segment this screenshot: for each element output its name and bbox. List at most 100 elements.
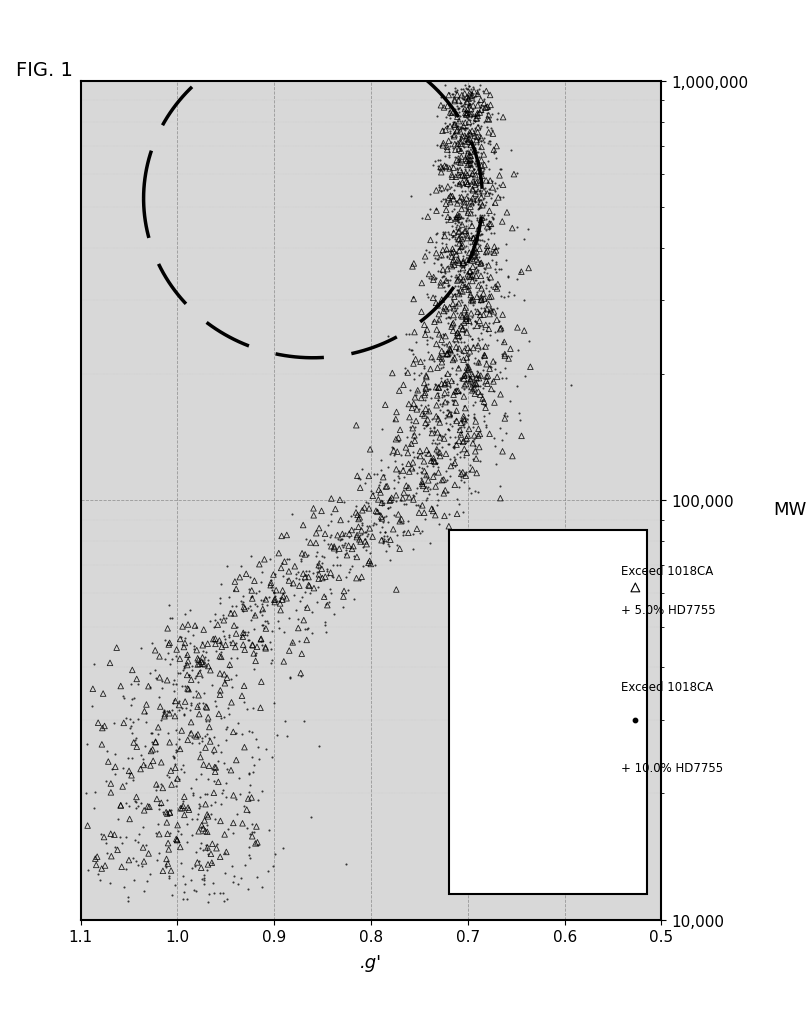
Point [301, 548, 314, 564]
Point [449, 142, 462, 158]
Point [385, 365, 398, 381]
Point [483, 137, 496, 153]
Point [299, 567, 312, 584]
Point [461, 82, 474, 98]
Point [471, 108, 484, 125]
Point [460, 357, 473, 373]
Point [442, 366, 455, 382]
Point [276, 589, 289, 605]
Point [324, 527, 337, 544]
Point [125, 717, 138, 734]
Point [265, 583, 278, 599]
Point [139, 714, 152, 731]
Point [395, 493, 408, 509]
Point [453, 385, 466, 402]
Point [441, 98, 454, 114]
Point [409, 419, 422, 435]
Point [230, 791, 243, 807]
Point [434, 165, 447, 181]
Point [192, 824, 205, 840]
Point [354, 533, 367, 550]
Point [462, 104, 475, 121]
Point [215, 785, 228, 801]
Point [218, 676, 231, 692]
Point [431, 152, 444, 169]
Point [489, 151, 502, 168]
Point [237, 599, 250, 615]
Point [316, 570, 329, 587]
Point [256, 879, 268, 895]
Point [463, 157, 476, 174]
Point [472, 236, 484, 252]
Point [475, 256, 488, 272]
Point [185, 695, 197, 711]
Point [276, 555, 289, 571]
Point [172, 702, 185, 718]
Point [108, 827, 121, 843]
Point [201, 653, 214, 669]
Point [168, 692, 181, 708]
Point [204, 662, 217, 679]
Point [439, 236, 452, 252]
Point [458, 377, 471, 393]
Point [518, 369, 531, 385]
Point [459, 150, 472, 167]
Point [463, 135, 476, 151]
Point [459, 376, 472, 392]
Point [246, 589, 259, 605]
Point [371, 504, 384, 520]
Point [451, 421, 464, 437]
Point [473, 274, 486, 290]
Point [213, 648, 226, 664]
Point [174, 630, 187, 646]
Point [451, 383, 464, 400]
Point [185, 873, 197, 889]
Point [243, 764, 256, 781]
Point [397, 463, 409, 479]
Point [382, 539, 395, 555]
Point [413, 498, 426, 514]
Point [454, 236, 467, 252]
Point [418, 327, 431, 343]
Point [312, 553, 325, 569]
Point [486, 210, 499, 226]
Point [426, 451, 438, 467]
Point [199, 699, 212, 715]
Point [256, 617, 268, 634]
Point [310, 525, 322, 542]
Point [443, 347, 456, 364]
Point [250, 599, 263, 615]
Point [471, 86, 484, 102]
Point [355, 461, 368, 477]
Point [442, 376, 455, 392]
Point [409, 352, 422, 368]
Point [383, 493, 396, 509]
Point [488, 195, 501, 212]
Text: Exceed 1018CA: Exceed 1018CA [621, 681, 713, 693]
Point [455, 113, 467, 130]
FancyBboxPatch shape [448, 530, 646, 894]
Point [426, 458, 439, 474]
Point [459, 279, 472, 295]
Point [470, 129, 483, 145]
Point [193, 662, 206, 679]
Point [472, 439, 485, 456]
Point [185, 726, 197, 742]
Point [448, 384, 461, 401]
Point [193, 695, 206, 711]
Point [220, 669, 233, 686]
Point [463, 130, 476, 146]
Point [176, 679, 189, 695]
Point [453, 259, 466, 275]
Point [442, 451, 455, 467]
Point [197, 876, 210, 892]
Point [469, 158, 482, 175]
Point [152, 797, 165, 814]
Point [464, 166, 477, 182]
Point [448, 150, 461, 167]
Point [498, 405, 511, 421]
Point [507, 287, 520, 304]
Point [447, 129, 460, 145]
Point [447, 387, 459, 404]
Point [464, 84, 477, 100]
